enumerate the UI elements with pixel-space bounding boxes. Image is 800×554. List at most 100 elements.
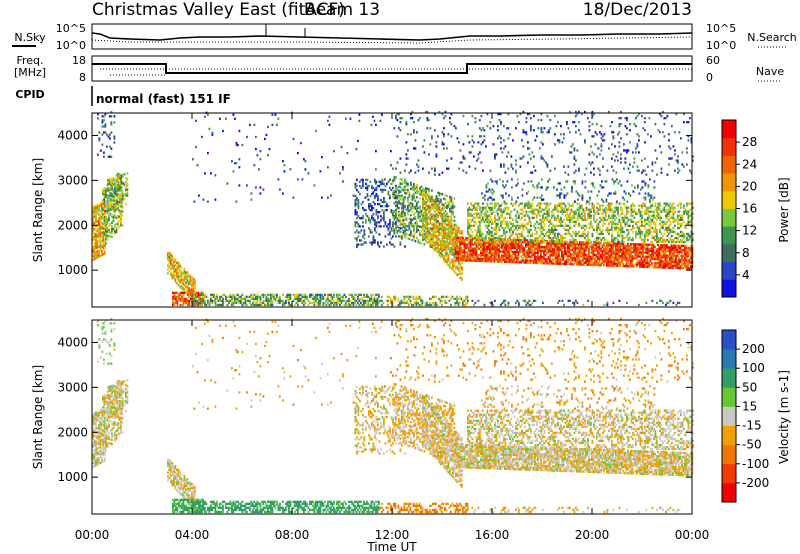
power-cell (491, 202, 493, 205)
power-cell (535, 247, 538, 250)
power-cell (102, 202, 105, 205)
power-cell (515, 218, 517, 221)
power-cell (546, 206, 549, 209)
power-cell (404, 181, 406, 184)
power-cell (232, 293, 235, 296)
power-cell (662, 301, 664, 305)
power-cell (447, 223, 450, 226)
power-cell (103, 151, 105, 154)
power-cell (655, 251, 658, 255)
power-cell (565, 260, 568, 264)
power-cell (670, 258, 673, 261)
power-cell (387, 229, 390, 232)
power-cell (194, 295, 197, 298)
power-cell (411, 194, 414, 197)
power-cell (682, 259, 685, 262)
power-cell (420, 242, 423, 245)
power-cell (615, 256, 617, 259)
power-cell (606, 258, 608, 261)
power-cell (666, 250, 668, 253)
power-cell (432, 222, 435, 225)
power-cell (504, 202, 507, 205)
power-cell (336, 295, 338, 298)
power-cell (105, 236, 107, 239)
power-cell (637, 253, 640, 256)
power-cell (457, 252, 460, 256)
power-cell (402, 301, 404, 305)
power-cell (651, 261, 653, 265)
power-cell (457, 238, 460, 242)
power-cell (548, 210, 550, 213)
power-cell (521, 232, 523, 236)
power-cell (358, 297, 361, 300)
power-cell (678, 250, 680, 253)
power-cell (372, 303, 374, 307)
power-cell (672, 244, 674, 247)
power-cell (393, 218, 396, 221)
power-cell (557, 208, 559, 211)
power-cell (654, 258, 656, 261)
power-cell (176, 301, 179, 305)
power-cell (450, 216, 453, 219)
power-cell (513, 242, 515, 246)
power-cell (393, 177, 396, 181)
power-cell (498, 208, 501, 211)
power-cell (568, 258, 571, 262)
power-cell (402, 225, 405, 228)
power-cell (102, 198, 104, 202)
power-cell (560, 204, 562, 207)
power-cell (533, 224, 535, 227)
power-cell (542, 228, 544, 232)
power-cell (455, 229, 457, 232)
power-cell (438, 254, 441, 257)
power-cell (306, 297, 308, 300)
power-cell (431, 207, 433, 210)
power-cell (651, 299, 654, 302)
power-cell (315, 299, 317, 302)
power-cell (509, 236, 511, 240)
power-cell (660, 256, 662, 259)
power-cell (678, 301, 681, 305)
power-cell (456, 295, 458, 298)
power-cell (373, 299, 376, 302)
power-cell (101, 227, 103, 231)
power-cell (126, 194, 129, 197)
power-cell (413, 213, 415, 216)
power-cell (431, 195, 433, 198)
power-cell (463, 255, 466, 258)
power-cell (548, 212, 550, 215)
power-cell (562, 254, 565, 257)
power-cell (439, 301, 442, 305)
power-cell (570, 242, 572, 246)
power-cell (560, 206, 562, 209)
power-cell (594, 261, 596, 265)
power-cell (337, 295, 340, 298)
power-cell (429, 212, 432, 215)
power-cell (540, 222, 543, 225)
power-cell (102, 209, 104, 212)
power-cell (392, 235, 394, 238)
power-cell (426, 301, 428, 305)
power-cell (486, 230, 489, 234)
power-cell (204, 303, 206, 307)
power-cell (483, 214, 486, 217)
power-cell (431, 217, 433, 221)
power-cell (405, 192, 408, 195)
power-cell (450, 238, 453, 242)
power-cell (173, 266, 175, 269)
power-cell (570, 252, 572, 256)
power-cell (658, 248, 661, 251)
power-cell (189, 274, 192, 277)
power-cell (204, 301, 206, 305)
power-cell (594, 247, 596, 250)
power-cell (490, 252, 493, 255)
power-cell (437, 240, 439, 243)
power-cell (589, 245, 592, 248)
power-cell (110, 188, 112, 191)
power-cell (435, 195, 438, 198)
power-cell (292, 293, 295, 296)
power-cell (173, 295, 176, 298)
power-cell (356, 243, 358, 246)
power-cell (416, 226, 418, 229)
power-cell (452, 262, 454, 265)
